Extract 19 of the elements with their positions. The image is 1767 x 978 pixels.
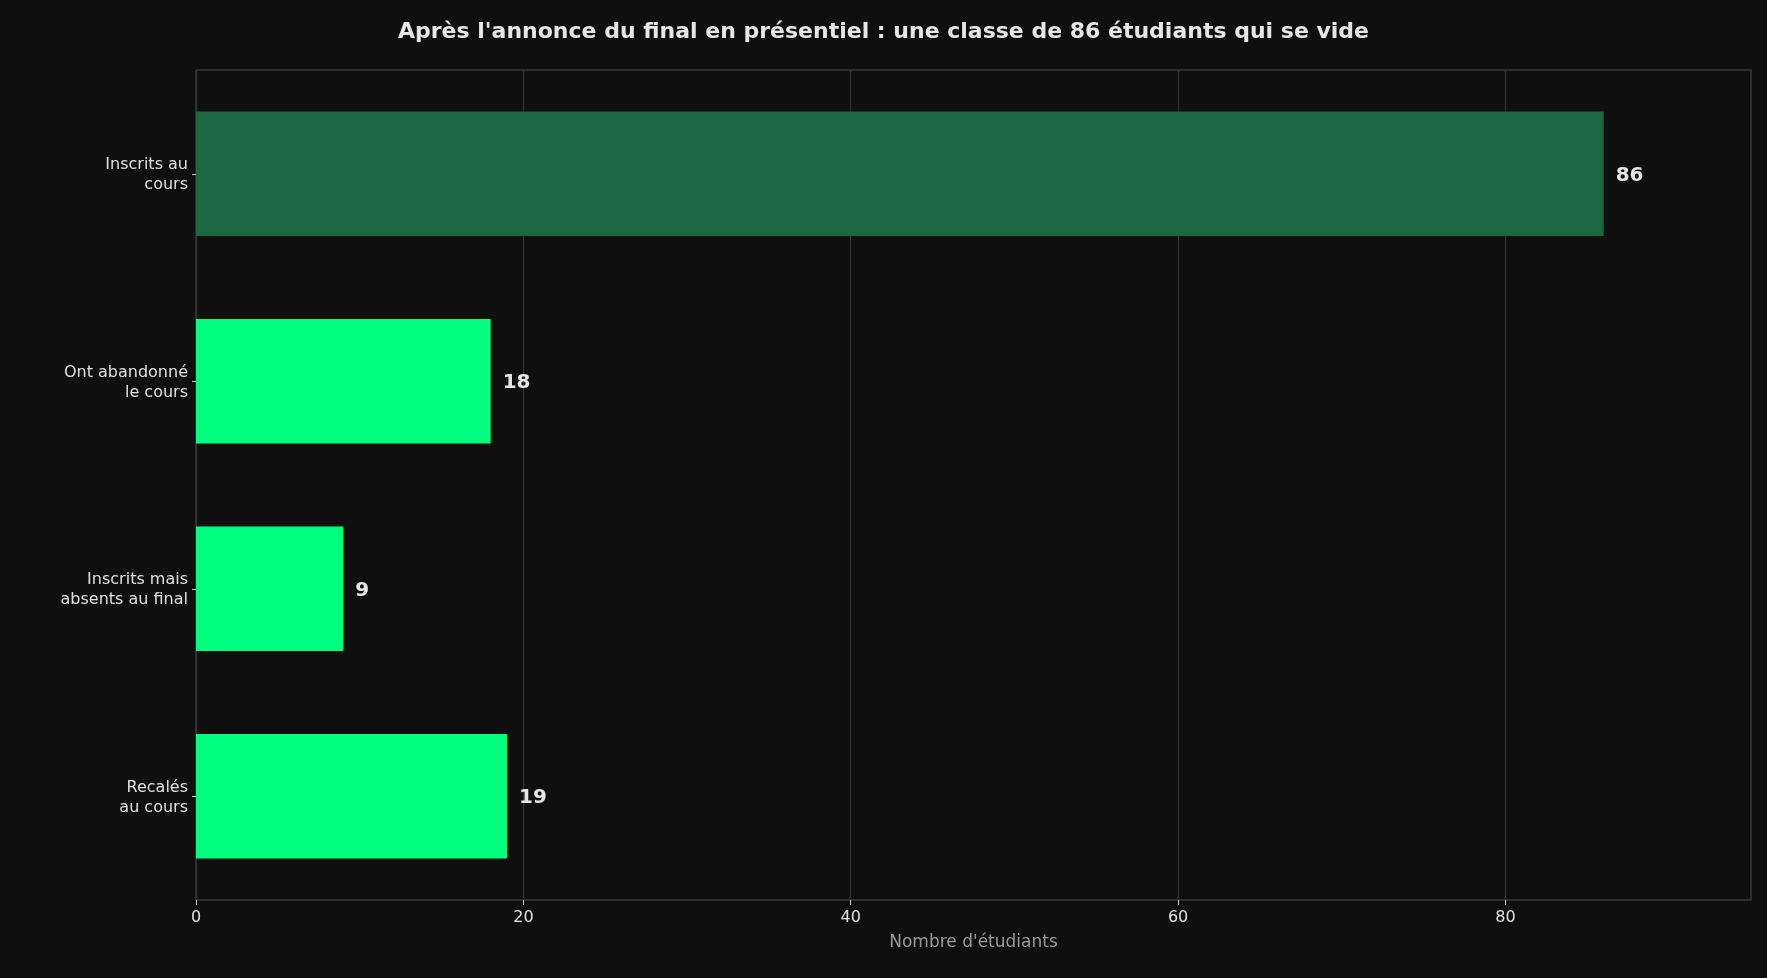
x-tick-label: 80 (1495, 906, 1516, 926)
x-tick-label: 20 (513, 906, 534, 926)
data-label: 9 (355, 576, 370, 601)
data-label: 86 (1615, 161, 1644, 186)
x-tick-label: 60 (1167, 906, 1189, 926)
y-tick-label: Recalés au cours (119, 776, 188, 816)
y-tick-label: Inscrits au cours (105, 154, 188, 194)
bar (196, 526, 344, 651)
chart-title: Après l'annonce du final en présentiel : une classe de 86 étudiants qui se vide (397, 17, 1370, 43)
bar (196, 319, 491, 444)
x-axis-title: Nombre d'étudiants (889, 930, 1058, 951)
data-label: 18 (502, 369, 531, 394)
bar (196, 734, 507, 859)
y-tick-label: Inscrits mais absents au final (60, 569, 188, 609)
x-tick-label: 40 (840, 906, 861, 926)
bar (196, 111, 1604, 236)
data-label: 19 (519, 784, 547, 809)
x-tick-label: 0 (190, 906, 202, 926)
y-tick-label: Ont abandonné le cours (63, 361, 188, 401)
